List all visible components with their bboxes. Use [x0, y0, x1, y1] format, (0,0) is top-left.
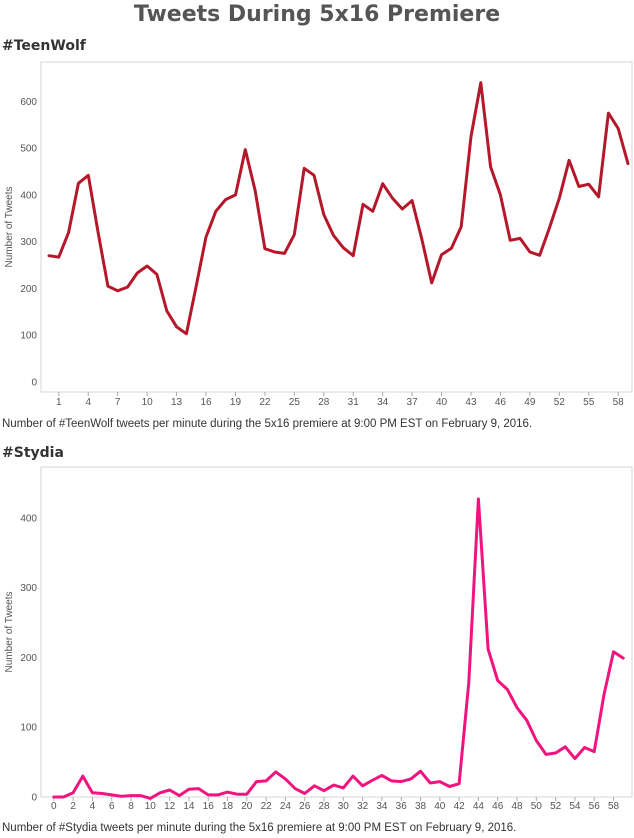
chart-title-stydia: #Stydia — [2, 445, 64, 461]
plot-frame — [40, 466, 633, 798]
x-tick-label: 10 — [145, 801, 157, 812]
y-tick-label: 0 — [31, 793, 37, 804]
y-tick-label: 100 — [20, 723, 37, 734]
x-tick-label: 2 — [70, 801, 76, 812]
plot-frame — [40, 61, 633, 393]
y-tick-label: 400 — [20, 190, 37, 201]
x-tick-label: 37 — [407, 397, 419, 408]
y-tick-label: 100 — [20, 331, 37, 342]
x-tick-label: 24 — [280, 801, 292, 812]
x-tick-label: 42 — [454, 801, 466, 812]
x-tick-label: 10 — [142, 397, 154, 408]
x-tick-label: 34 — [376, 801, 388, 812]
x-tick-label: 31 — [348, 397, 360, 408]
x-tick-label: 16 — [203, 801, 215, 812]
x-tick-label: 58 — [608, 801, 620, 812]
x-tick-label: 40 — [434, 801, 446, 812]
y-tick-label: 200 — [20, 653, 37, 664]
x-tick-label: 13 — [171, 397, 183, 408]
x-tick-label: 55 — [583, 397, 595, 408]
x-tick-label: 6 — [109, 801, 115, 812]
x-tick-label: 43 — [465, 397, 477, 408]
series-line — [52, 497, 625, 800]
x-tick-label: 52 — [550, 801, 562, 812]
x-tick-label: 28 — [318, 801, 330, 812]
x-tick-label: 8 — [128, 801, 134, 812]
y-tick-label: 300 — [20, 583, 37, 594]
y-axis-title: Number of Tweets — [4, 592, 15, 673]
y-axis-title: Number of Tweets — [4, 187, 15, 268]
x-tick-label: 22 — [259, 397, 271, 408]
x-tick-label: 12 — [164, 801, 176, 812]
x-tick-label: 19 — [230, 397, 242, 408]
x-tick-label: 16 — [200, 397, 212, 408]
chart-title-teenwolf: #TeenWolf — [2, 38, 86, 54]
x-tick-label: 18 — [222, 801, 234, 812]
x-tick-label: 44 — [473, 801, 485, 812]
x-tick-label: 32 — [357, 801, 369, 812]
x-tick-label: 28 — [318, 397, 330, 408]
x-tick-label: 22 — [261, 801, 273, 812]
x-tick-label: 30 — [338, 801, 350, 812]
y-tick-label: 200 — [20, 284, 37, 295]
x-tick-label: 26 — [299, 801, 311, 812]
caption-teenwolf: Number of #TeenWolf tweets per minute du… — [2, 418, 533, 430]
y-tick-label: 500 — [20, 144, 37, 155]
x-tick-label: 54 — [569, 801, 581, 812]
x-tick-label: 20 — [241, 801, 253, 812]
x-tick-label: 4 — [90, 801, 96, 812]
page-title: Tweets During 5x16 Premiere — [133, 2, 501, 27]
series-line — [47, 81, 630, 336]
x-tick-label: 49 — [524, 397, 536, 408]
x-tick-label: 40 — [436, 397, 448, 408]
x-tick-label: 46 — [495, 397, 507, 408]
x-tick-label: 52 — [554, 397, 566, 408]
caption-stydia: Number of #Stydia tweets per minute duri… — [2, 822, 517, 834]
x-tick-label: 46 — [492, 801, 504, 812]
x-tick-label: 4 — [85, 397, 91, 408]
x-tick-label: 0 — [51, 801, 57, 812]
y-tick-label: 400 — [20, 513, 37, 524]
x-tick-label: 56 — [589, 801, 601, 812]
x-tick-label: 14 — [183, 801, 195, 812]
x-tick-label: 48 — [511, 801, 523, 812]
x-tick-label: 25 — [289, 397, 301, 408]
y-tick-label: 300 — [20, 237, 37, 248]
x-tick-label: 38 — [415, 801, 427, 812]
x-tick-label: 34 — [377, 397, 389, 408]
x-tick-label: 1 — [56, 397, 62, 408]
x-tick-label: 7 — [115, 397, 121, 408]
x-tick-label: 50 — [531, 801, 543, 812]
x-tick-label: 58 — [613, 397, 625, 408]
x-tick-label: 36 — [396, 801, 408, 812]
y-tick-label: 600 — [20, 97, 37, 108]
y-tick-label: 0 — [31, 378, 37, 389]
